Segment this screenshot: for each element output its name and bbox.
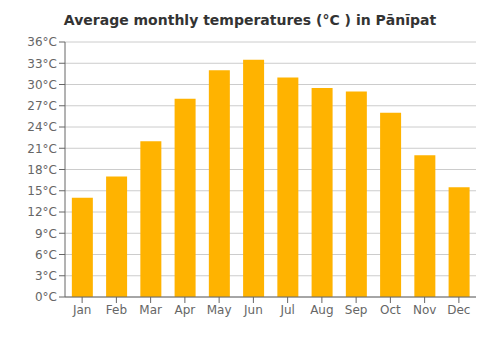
svg-text:30°C: 30°C	[27, 78, 57, 92]
svg-text:0°C: 0°C	[35, 290, 57, 304]
svg-text:Sep: Sep	[345, 303, 368, 317]
svg-text:Jul: Jul	[279, 303, 294, 317]
svg-text:12°C: 12°C	[27, 205, 57, 219]
svg-text:Dec: Dec	[447, 303, 470, 317]
svg-text:Nov: Nov	[413, 303, 436, 317]
svg-text:Jan: Jan	[72, 303, 92, 317]
svg-text:3°C: 3°C	[35, 269, 57, 283]
svg-text:18°C: 18°C	[27, 163, 57, 177]
svg-text:21°C: 21°C	[27, 142, 57, 156]
svg-text:Mar: Mar	[139, 303, 162, 317]
html-text:Average monthly temperatures (: Average monthly temperatures (°C ) in Pā…	[63, 12, 437, 28]
svg-text:Apr: Apr	[174, 303, 195, 317]
svg-text:6°C: 6°C	[35, 248, 57, 262]
svg-text:27°C: 27°C	[27, 99, 57, 113]
svg-text:Oct: Oct	[380, 303, 401, 317]
svg-text:Feb: Feb	[106, 303, 127, 317]
svg-text:9°C: 9°C	[35, 227, 57, 241]
svg-text:Jun: Jun	[243, 303, 263, 317]
svg-text:May: May	[207, 303, 232, 317]
svg-text:Aug: Aug	[310, 303, 333, 317]
svg-text:15°C: 15°C	[27, 184, 57, 198]
svg-text:33°C: 33°C	[27, 57, 57, 71]
svg-text:24°C: 24°C	[27, 120, 57, 134]
svg-text:36°C: 36°C	[27, 35, 57, 49]
